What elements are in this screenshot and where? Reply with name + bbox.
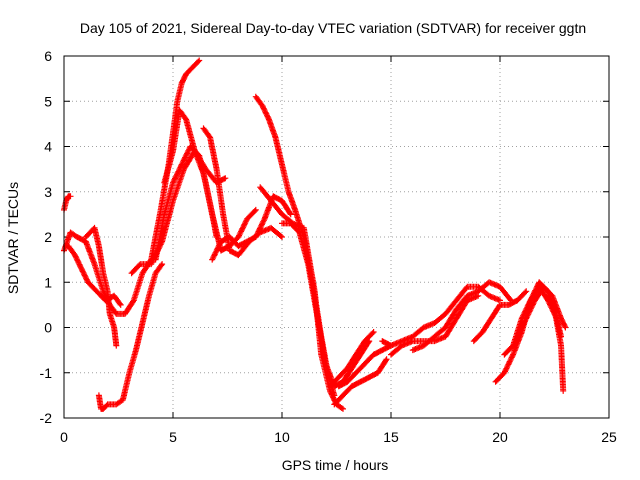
series-markers [95, 261, 166, 412]
y-tick-label: 6 [44, 48, 52, 64]
series-trace-1 [61, 57, 203, 317]
y-tick-label: 2 [44, 229, 52, 245]
series-trace-10 [209, 193, 294, 263]
series-markers [409, 279, 514, 354]
y-tick-label: 4 [44, 139, 52, 155]
x-axis-label: GPS time / hours [282, 457, 389, 473]
x-tick-label: 10 [274, 429, 290, 445]
series-markers [388, 292, 482, 358]
plot-frame [63, 55, 610, 419]
y-tick-label: -2 [40, 410, 53, 426]
y-tick-label: 3 [44, 184, 52, 200]
series-markers [514, 283, 569, 340]
series-markers [327, 329, 377, 390]
y-tick-label: 1 [44, 274, 52, 290]
series-markers [335, 342, 394, 390]
series-trace-17 [379, 283, 503, 349]
series-markers [470, 288, 530, 345]
series-trace-18 [388, 292, 482, 358]
series-trace-22 [501, 279, 567, 394]
x-tick-label: 25 [601, 429, 617, 445]
series-trace-16 [335, 342, 394, 390]
series-trace-20 [470, 288, 530, 345]
chart-title: Day 105 of 2021, Sidereal Day-to-day VTE… [80, 20, 586, 36]
series-markers [82, 224, 120, 349]
series-markers [379, 283, 503, 349]
axes: 0 5 10 15 20 25 -2 -1 0 1 2 3 4 5 6 [40, 48, 617, 445]
series-markers [209, 193, 294, 263]
series-trace-15 [331, 356, 390, 408]
series-trace-19 [409, 279, 514, 354]
x-tick-label: 15 [383, 429, 399, 445]
series-markers [501, 279, 567, 394]
series-trace-4 [82, 224, 120, 349]
x-tick-label: 0 [60, 429, 68, 445]
series-markers [61, 57, 203, 317]
series-trace-13 [279, 220, 373, 390]
series-trace-14 [327, 329, 377, 390]
series-markers [65, 243, 124, 308]
grid-lines [64, 56, 609, 418]
series-trace-5 [95, 261, 166, 412]
series-markers [279, 220, 373, 390]
series-markers [331, 356, 390, 408]
x-tick-label: 5 [169, 429, 177, 445]
data-points [61, 57, 569, 412]
y-axis-label: SDTVAR / TECUs [5, 182, 21, 294]
series-trace-3 [65, 243, 124, 308]
series-trace-23 [514, 283, 569, 340]
series-trace-2 [61, 193, 74, 213]
y-tick-label: -1 [40, 365, 53, 381]
series-markers [61, 193, 74, 213]
y-tick-label: 5 [44, 93, 52, 109]
x-tick-label: 20 [492, 429, 508, 445]
y-tick-label: 0 [44, 320, 52, 336]
